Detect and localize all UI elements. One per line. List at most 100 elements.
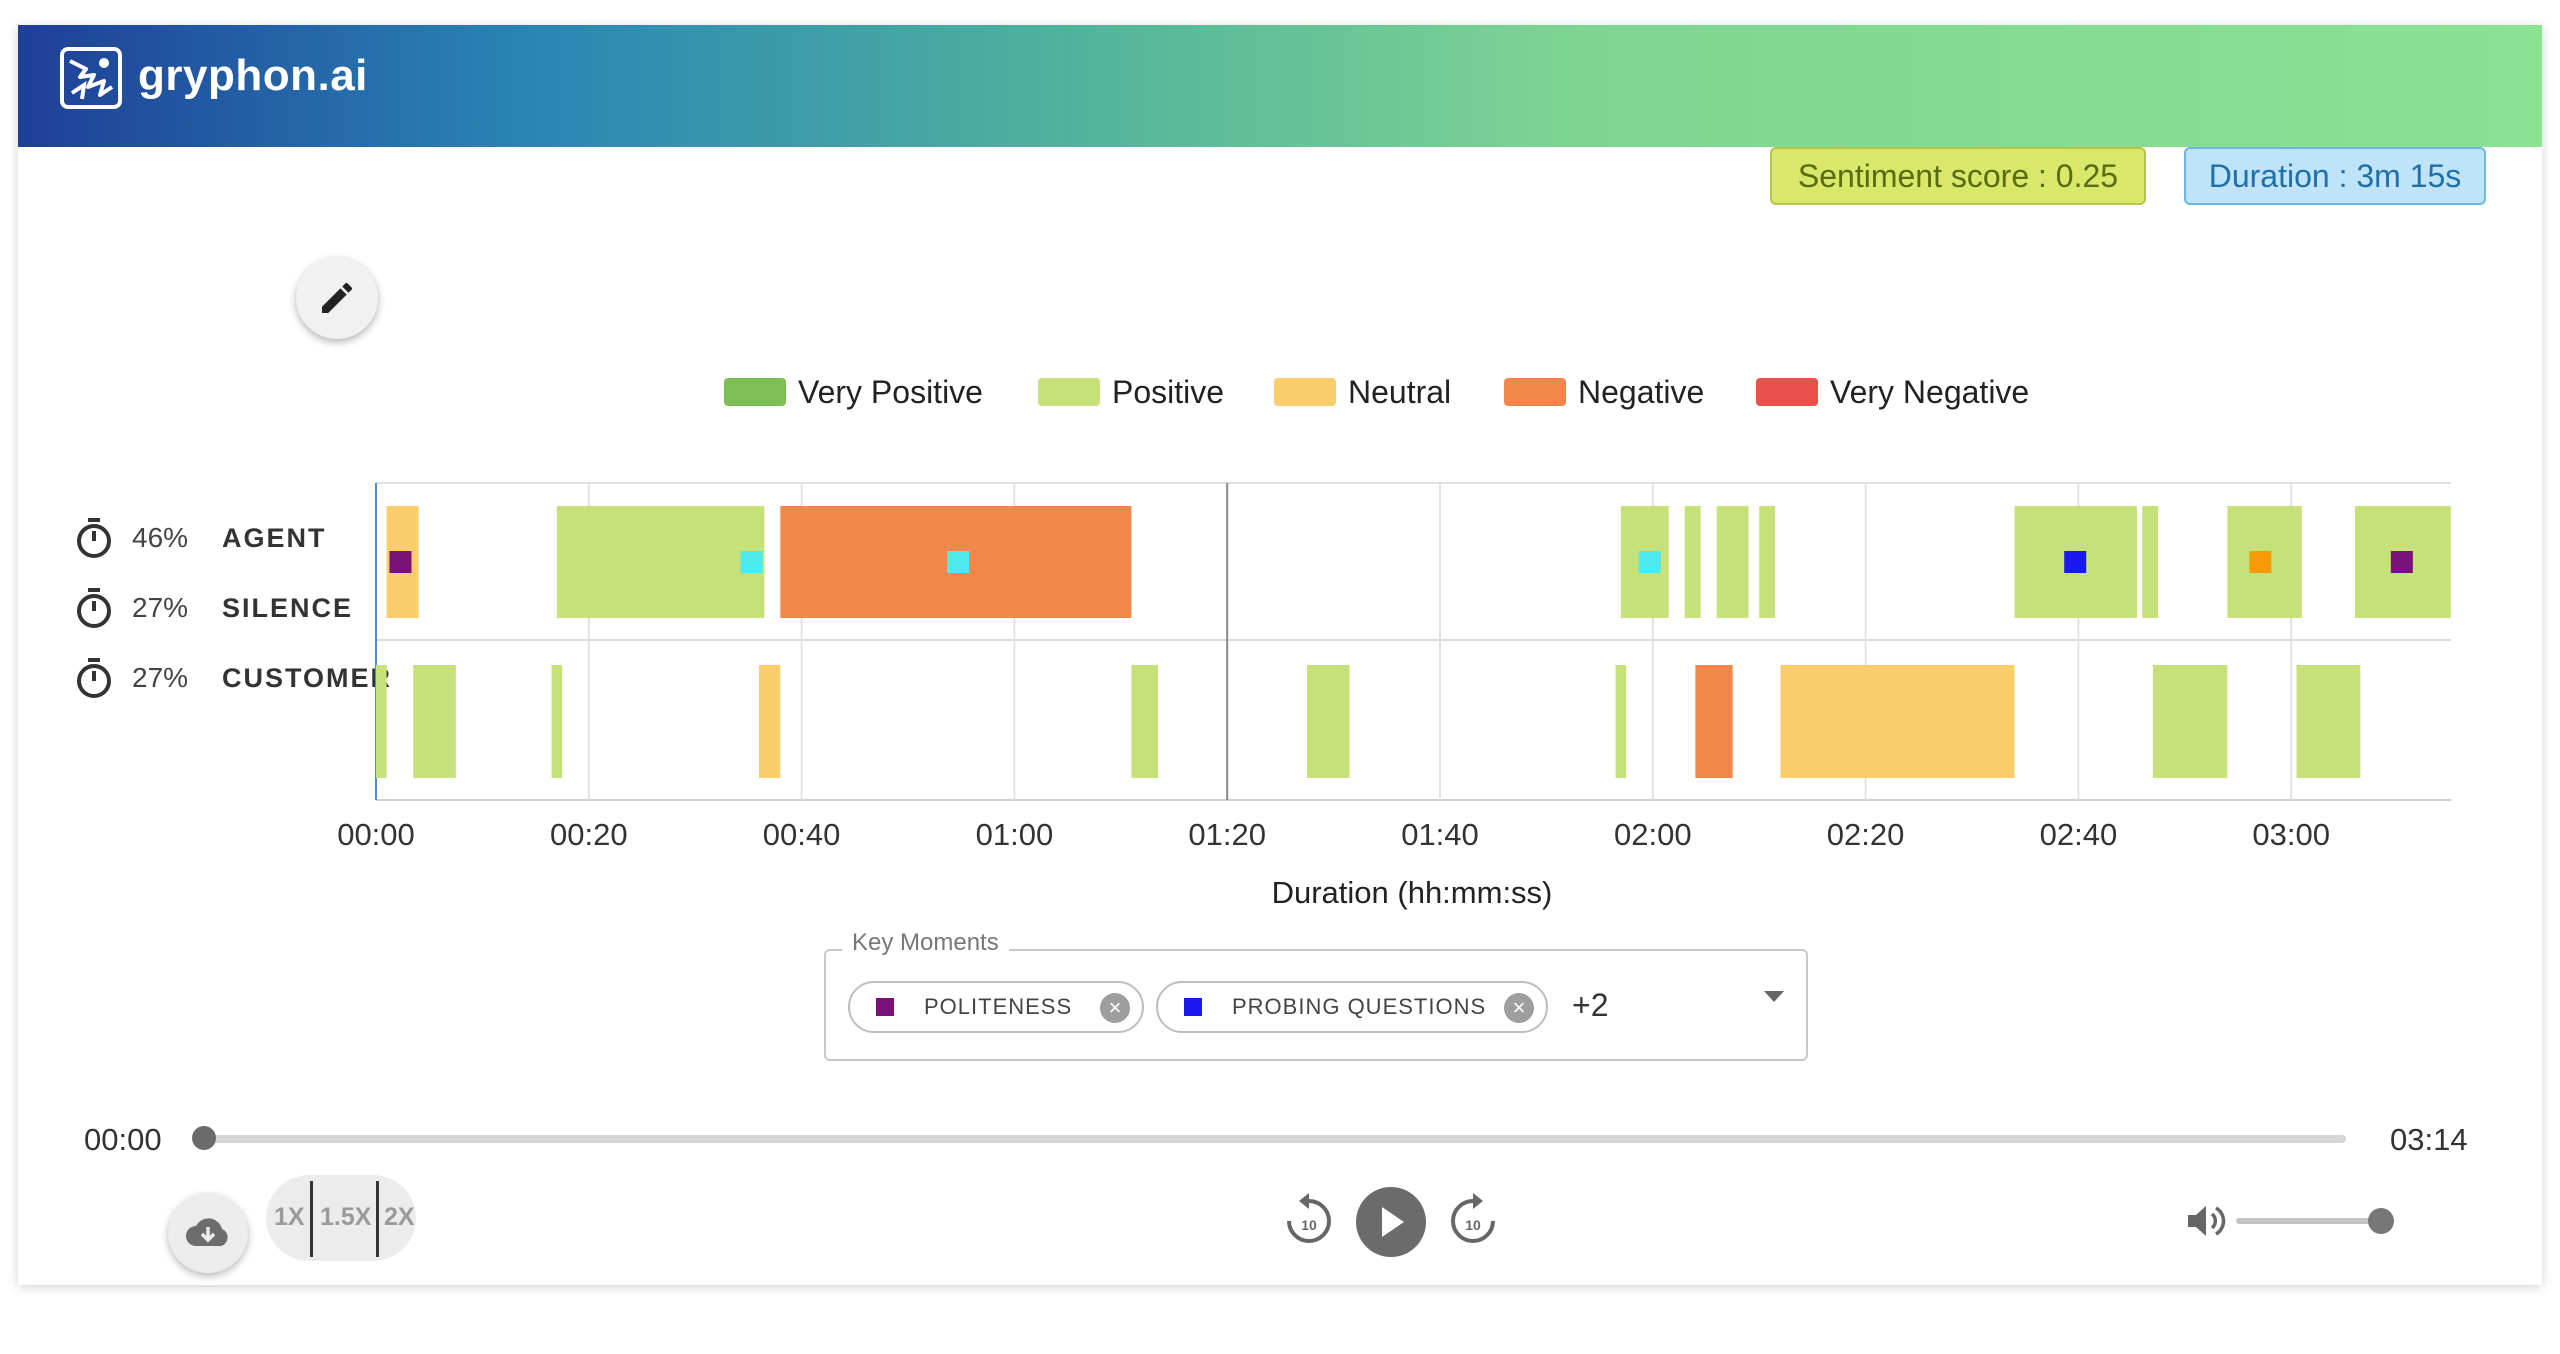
row-label-silence: 27% SILENCE: [74, 583, 353, 633]
chip-label: POLITENESS: [924, 994, 1073, 1019]
legend-label: Negative: [1578, 373, 1705, 410]
svg-text:10: 10: [1301, 1217, 1317, 1233]
customer-percentage: 27%: [132, 662, 189, 693]
gryphon-logo-icon: [60, 47, 122, 109]
cloud-download-icon: [186, 1218, 228, 1246]
customer-segment: [376, 665, 387, 778]
play-button[interactable]: [1356, 1187, 1426, 1257]
x-tick-label: 02:40: [2040, 817, 2118, 852]
more-chips-count[interactable]: +2: [1572, 987, 1609, 1023]
agent-segment: [556, 506, 765, 618]
chevron-down-icon[interactable]: [1764, 991, 1784, 1002]
silence-percentage: 27%: [132, 592, 189, 623]
key-moment-marker: [740, 551, 763, 573]
svg-text:10: 10: [1465, 1217, 1481, 1233]
sentiment-legend: Very Positive Positive Neutral Negative …: [18, 367, 2542, 417]
legend-swatch: [724, 378, 786, 406]
speed-1x-button[interactable]: 1X: [274, 1203, 305, 1231]
timer-icon: [77, 518, 111, 558]
key-moment-marker: [2064, 551, 2087, 573]
pencil-icon: [322, 282, 353, 313]
replay-10-icon: 10: [1287, 1193, 1331, 1243]
customer-segment: [1307, 665, 1350, 778]
timer-icon: [77, 588, 111, 628]
x-tick-label: 02:00: [1614, 817, 1692, 852]
duration-badge: Duration : 3m 15s: [2184, 147, 2486, 205]
rewind-10-button[interactable]: 10: [1278, 1187, 1340, 1253]
customer-segment: [2152, 665, 2228, 778]
chip-probing-questions[interactable]: PROBING QUESTIONS ×: [1156, 981, 1548, 1033]
close-icon[interactable]: ×: [1504, 993, 1534, 1023]
chip-label: PROBING QUESTIONS: [1232, 994, 1487, 1019]
agent-segment: [2142, 506, 2159, 618]
volume-button[interactable]: [2184, 1201, 2228, 1241]
edit-button[interactable]: [296, 257, 378, 339]
volume-slider-thumb[interactable]: [2368, 1208, 2394, 1234]
customer-segment: [759, 665, 781, 778]
x-tick-label: 01:20: [1188, 817, 1266, 852]
forward-10-button[interactable]: 10: [1442, 1187, 1504, 1253]
x-tick-label: 03:00: [2252, 817, 2330, 852]
legend-swatch: [1038, 378, 1100, 406]
legend-swatch: [1274, 378, 1336, 406]
x-tick-label: 02:20: [1827, 817, 1905, 852]
sentiment-score-badge: Sentiment score : 0.25: [1770, 147, 2146, 205]
key-moment-marker: [2390, 551, 2413, 573]
legend-swatch: [1504, 378, 1566, 406]
current-time: 00:00: [84, 1122, 162, 1157]
row-label-agent: 46% AGENT: [74, 513, 327, 563]
legend-item-neutral: Neutral: [1274, 367, 1451, 417]
x-tick-label: 00:00: [337, 817, 415, 852]
volume-icon: [2188, 1206, 2226, 1236]
row-label-customer: 27% CUSTOMER: [74, 653, 392, 703]
legend-item-positive: Positive: [1038, 367, 1224, 417]
agent-label: AGENT: [222, 522, 327, 553]
volume-slider-track[interactable]: [2236, 1218, 2392, 1224]
speed-divider: [310, 1181, 313, 1257]
x-tick-label: 00:20: [550, 817, 628, 852]
total-time: 03:14: [2390, 1122, 2468, 1157]
playback-speed-group: 1X 1.5X 2X: [266, 1175, 416, 1261]
agent-segment: [1684, 506, 1701, 618]
app-window: gryphon.ai Sentiment score : 0.25 Durati…: [18, 25, 2542, 1285]
x-tick-label: 01:00: [976, 817, 1054, 852]
chip-politeness[interactable]: POLITENESS ×: [848, 981, 1144, 1033]
customer-segment: [413, 665, 456, 778]
key-moment-marker: [947, 551, 970, 573]
legend-swatch: [1756, 378, 1818, 406]
legend-label: Positive: [1112, 373, 1225, 410]
forward-10-icon: 10: [1451, 1193, 1495, 1243]
agent-segment: [1759, 506, 1776, 618]
legend-label: Neutral: [1348, 373, 1452, 410]
legend-label: Very Negative: [1830, 373, 2030, 410]
legend-label: Very Positive: [798, 373, 983, 410]
x-axis-title: Duration (hh:mm:ss): [1272, 875, 1553, 910]
key-moment-marker: [1638, 551, 1661, 573]
key-moment-marker: [2249, 551, 2272, 573]
silence-label: SILENCE: [222, 592, 354, 623]
speed-2x-button[interactable]: 2X: [384, 1203, 415, 1231]
app-header: gryphon.ai: [18, 25, 2542, 147]
timer-icon: [77, 658, 111, 698]
close-icon[interactable]: ×: [1100, 993, 1130, 1023]
customer-segment: [2296, 665, 2361, 778]
agent-percentage: 46%: [132, 522, 189, 553]
key-moments-label: Key Moments: [842, 929, 1009, 957]
key-moments-select[interactable]: Key Moments POLITENESS × PROBING QUESTIO…: [824, 929, 1808, 1061]
customer-segment: [551, 665, 563, 778]
legend-item-very-negative: Very Negative: [1756, 367, 2029, 417]
legend-item-very-positive: Very Positive: [724, 367, 983, 417]
x-tick-label: 00:40: [763, 817, 841, 852]
seek-thumb[interactable]: [192, 1126, 216, 1150]
chip-color-square: [1184, 998, 1202, 1016]
download-button[interactable]: [168, 1193, 248, 1273]
key-moment-marker: [389, 551, 412, 573]
legend-item-negative: Negative: [1504, 367, 1704, 417]
x-tick-label: 01:40: [1401, 817, 1479, 852]
seek-bar[interactable]: [204, 1135, 2346, 1143]
play-icon: [1382, 1207, 1404, 1237]
chip-color-square: [876, 998, 894, 1016]
customer-segment: [1780, 665, 2015, 778]
speed-1-5x-button[interactable]: 1.5X: [320, 1203, 372, 1231]
agent-segment: [1716, 506, 1749, 618]
